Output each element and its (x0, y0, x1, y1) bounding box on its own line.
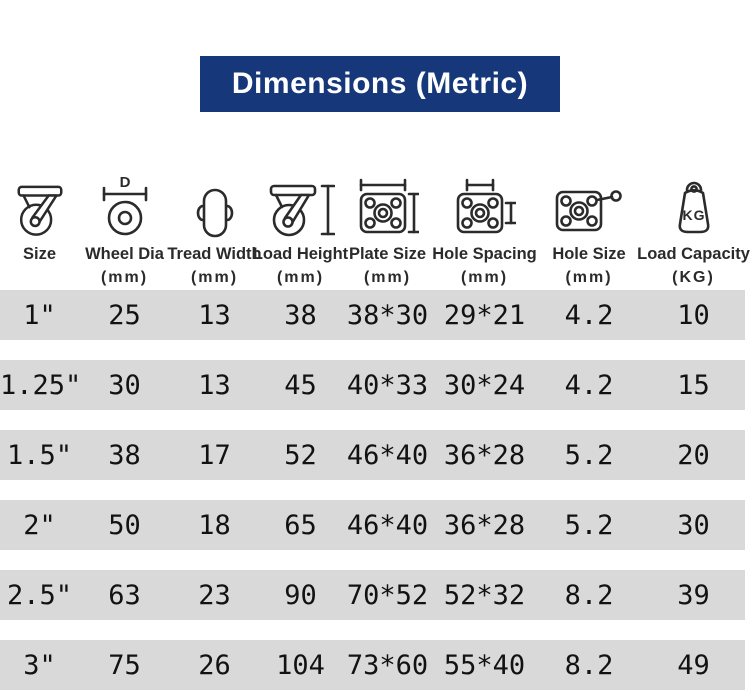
column-label: Tread Width (167, 245, 262, 263)
caster-side-icon (12, 160, 68, 238)
wheel-diameter-icon: D (99, 160, 151, 238)
cell-size: 2" (23, 509, 56, 541)
cell-size: 1.5" (6, 439, 73, 471)
cell-plate-size: 38*30 (346, 299, 429, 331)
cell-plate-size: 46*40 (346, 439, 429, 471)
column-header-plate-size: Plate Size (mm) (342, 160, 433, 292)
cell-wheel-dia: 38 (108, 439, 141, 471)
cell-wheel-dia: 75 (108, 649, 141, 681)
table-header: Size D Wheel Dia (mm) (0, 160, 750, 292)
load-height-icon (267, 160, 335, 238)
column-unit: (mm) (460, 269, 509, 286)
cell-tread-width: 13 (198, 299, 231, 331)
cell-load-height: 65 (284, 509, 317, 541)
table-row: 1.5" 38 17 52 46*40 36*28 5.2 20 (0, 430, 745, 480)
table-row: 3" 75 26 104 73*60 55*40 8.2 49 (0, 640, 745, 690)
column-header-hole-size: Hole Size (mm) (536, 160, 642, 292)
cell-tread-width: 18 (198, 509, 231, 541)
column-label: Load Capacity (637, 245, 750, 263)
cell-hole-size: 4.2 (564, 369, 614, 401)
table-row: 2.5" 63 23 90 70*52 52*32 8.2 39 (0, 570, 745, 620)
cell-load-capacity: 49 (677, 649, 710, 681)
plate-size-icon (357, 160, 419, 238)
cell-load-height: 90 (284, 579, 317, 611)
wheel-dia-letter: D (119, 174, 130, 191)
cell-size: 2.5" (6, 579, 73, 611)
column-unit: (mm) (276, 269, 325, 286)
cell-wheel-dia: 25 (108, 299, 141, 331)
cell-wheel-dia: 50 (108, 509, 141, 541)
column-label: Size (22, 245, 57, 263)
column-label: Wheel Dia (85, 245, 164, 263)
column-label: Hole Size (552, 245, 626, 263)
tread-width-icon (194, 160, 236, 238)
cell-plate-size: 70*52 (346, 579, 429, 611)
column-unit: (mm) (565, 269, 613, 286)
cell-hole-spacing: 36*28 (443, 509, 526, 541)
cell-load-height: 45 (284, 369, 317, 401)
column-label: Load Height (252, 245, 349, 263)
cell-tread-width: 26 (198, 649, 231, 681)
hole-spacing-icon (454, 160, 516, 238)
table-row: 2" 50 18 65 46*40 36*28 5.2 30 (0, 500, 745, 550)
cell-plate-size: 40*33 (346, 369, 429, 401)
cell-hole-size: 5.2 (564, 509, 614, 541)
cell-load-capacity: 30 (677, 509, 710, 541)
cell-tread-width: 17 (198, 439, 231, 471)
column-header-wheel-dia: D Wheel Dia (mm) (79, 160, 170, 292)
column-header-load-capacity: KG Load Capacity (KG) (637, 160, 750, 292)
cell-hole-size: 4.2 (564, 299, 614, 331)
cell-load-capacity: 10 (677, 299, 710, 331)
column-label: Plate Size (348, 245, 427, 263)
cell-tread-width: 13 (198, 369, 231, 401)
column-header-size: Size (0, 160, 79, 292)
cell-size: 3" (23, 649, 56, 681)
column-unit: (KG) (672, 269, 715, 286)
table-row: 1" 25 13 38 38*30 29*21 4.2 10 (0, 290, 745, 340)
cell-plate-size: 73*60 (346, 649, 429, 681)
cell-hole-spacing: 52*32 (443, 579, 526, 611)
column-header-hole-spacing: Hole Spacing (mm) (432, 160, 537, 292)
cell-load-capacity: 15 (677, 369, 710, 401)
column-unit: (mm) (100, 269, 149, 286)
cell-wheel-dia: 63 (108, 579, 141, 611)
section-title: Dimensions (Metric) (231, 67, 529, 100)
cell-hole-size: 8.2 (564, 579, 614, 611)
cell-plate-size: 46*40 (346, 509, 429, 541)
column-header-load-height: Load Height (mm) (253, 160, 348, 292)
cell-hole-spacing: 55*40 (443, 649, 526, 681)
kg-letters: KG (682, 207, 705, 223)
table-row: 1.25" 30 13 45 40*33 30*24 4.2 15 (0, 360, 745, 410)
cell-hole-spacing: 30*24 (443, 369, 526, 401)
cell-size: 1.25" (0, 369, 82, 401)
cell-wheel-dia: 30 (108, 369, 141, 401)
hole-size-icon (555, 160, 623, 238)
cell-hole-size: 5.2 (564, 439, 614, 471)
load-capacity-icon: KG (668, 160, 720, 238)
column-unit: (mm) (190, 269, 239, 286)
dimensions-table: Size D Wheel Dia (mm) (0, 160, 750, 690)
section-title-banner: Dimensions (Metric) (200, 56, 560, 112)
cell-tread-width: 23 (198, 579, 231, 611)
column-header-tread-width: Tread Width (mm) (167, 160, 262, 292)
cell-load-height: 52 (284, 439, 317, 471)
cell-load-capacity: 39 (677, 579, 710, 611)
column-label: Hole Spacing (432, 245, 537, 263)
cell-load-capacity: 20 (677, 439, 710, 471)
cell-hole-spacing: 36*28 (443, 439, 526, 471)
column-unit: (mm) (363, 269, 412, 286)
cell-size: 1" (23, 299, 56, 331)
cell-load-height: 104 (276, 649, 325, 681)
cell-hole-spacing: 29*21 (443, 299, 526, 331)
cell-hole-size: 8.2 (564, 649, 614, 681)
cell-load-height: 38 (284, 299, 317, 331)
